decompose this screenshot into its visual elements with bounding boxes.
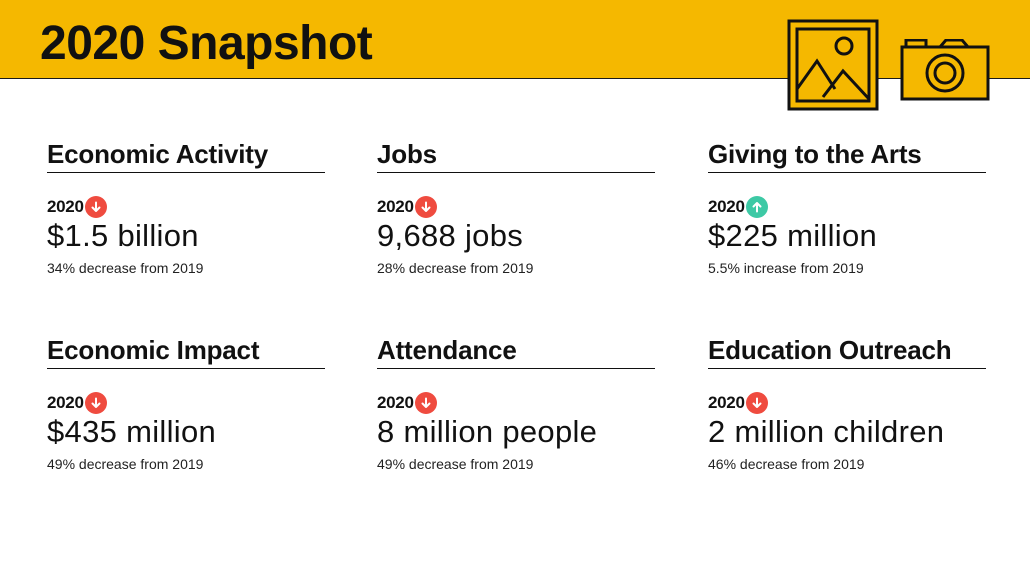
stat-change: 49% decrease from 2019	[377, 456, 534, 472]
stat-change: 49% decrease from 2019	[47, 456, 204, 472]
stat-year: 2020	[47, 393, 84, 412]
arrow-down-icon	[84, 392, 107, 414]
page-title: 2020 Snapshot	[40, 17, 373, 70]
stat-change: 5.5% increase from 2019	[708, 260, 864, 276]
stat-change: 46% decrease from 2019	[708, 456, 865, 472]
arrow-down-icon	[84, 196, 107, 218]
year-row: 2020	[708, 195, 986, 219]
stat-heading: Economic Impact	[47, 335, 260, 365]
stat-heading: Economic Activity	[47, 139, 269, 169]
year-row: 2020	[708, 391, 986, 415]
picture-icon	[787, 19, 879, 111]
year-row: 2020	[47, 195, 325, 219]
year-row: 2020	[47, 391, 325, 415]
stat-year: 2020	[708, 393, 745, 412]
stat-economic-impact: Economic Impact 2020 $435 million 49% de…	[47, 334, 325, 472]
stat-value: $1.5 billion	[47, 218, 199, 253]
heading-divider	[708, 172, 986, 173]
stat-value: $435 million	[47, 414, 217, 449]
stat-change: 28% decrease from 2019	[377, 260, 534, 276]
arrow-down-icon	[745, 392, 768, 414]
heading-divider	[377, 172, 655, 173]
year-row: 2020	[377, 391, 655, 415]
stat-heading: Giving to the Arts	[708, 139, 922, 169]
stat-jobs: Jobs 2020 9,688 jobs 28% decrease from 2…	[377, 138, 655, 276]
stat-economic-activity: Economic Activity 2020 $1.5 billion 34% …	[47, 138, 325, 276]
stat-heading: Attendance	[377, 335, 517, 365]
stat-year: 2020	[708, 197, 745, 216]
stat-giving-to-the-arts: Giving to the Arts 2020 $225 million 5.5…	[708, 138, 986, 276]
stat-change: 34% decrease from 2019	[47, 260, 204, 276]
heading-divider	[47, 172, 325, 173]
arrow-down-icon	[414, 392, 437, 414]
camera-icon	[900, 39, 990, 101]
stat-value: 9,688 jobs	[377, 218, 524, 253]
stat-value: 8 million people	[377, 414, 598, 449]
stat-year: 2020	[47, 197, 84, 216]
heading-divider	[377, 368, 655, 369]
stat-year: 2020	[377, 197, 414, 216]
stat-attendance: Attendance 2020 8 million people 49% dec…	[377, 334, 655, 472]
arrow-up-icon	[745, 196, 768, 218]
stat-heading: Education Outreach	[708, 335, 952, 365]
arrow-down-icon	[414, 196, 437, 218]
stat-heading: Jobs	[377, 139, 437, 169]
stat-value: $225 million	[708, 218, 878, 253]
heading-divider	[708, 368, 986, 369]
stat-education-outreach: Education Outreach 2020 2 million childr…	[708, 334, 986, 472]
stat-value: 2 million children	[708, 414, 945, 449]
heading-divider	[47, 368, 325, 369]
stat-year: 2020	[377, 393, 414, 412]
year-row: 2020	[377, 195, 655, 219]
